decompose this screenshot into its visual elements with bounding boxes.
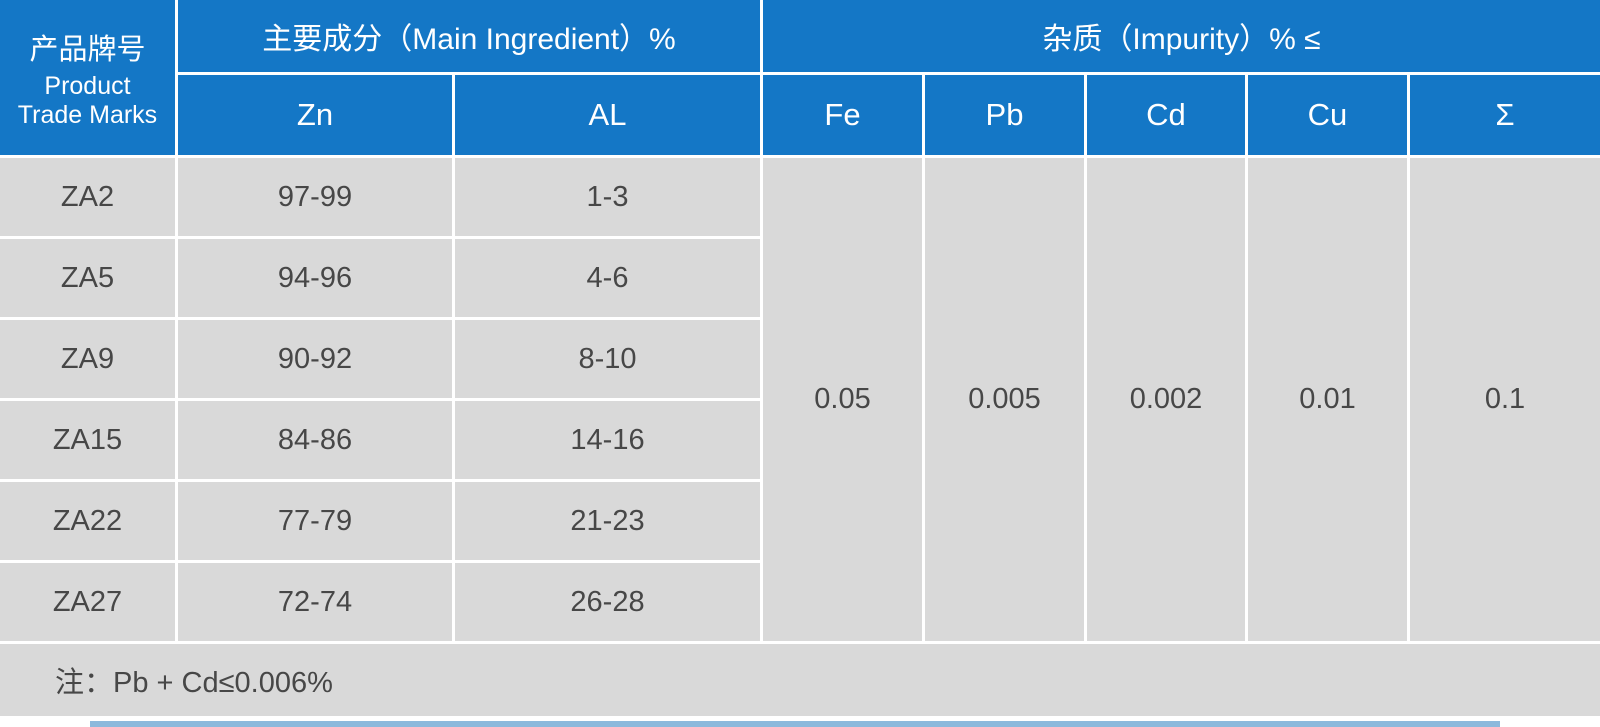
- col-header-fe: Fe: [763, 75, 922, 155]
- impurity-limit-sigma: 0.1: [1410, 158, 1600, 641]
- cell-zn-za2: 97-99: [178, 158, 452, 236]
- header-product-trade-marks: 产品牌号 Product Trade Marks: [0, 0, 175, 155]
- cell-al-za27: 26-28: [455, 563, 760, 641]
- header-main-ingredient-group: 主要成分（Main Ingredient）%: [178, 0, 760, 72]
- impurity-limit-pb: 0.005: [925, 158, 1084, 641]
- impurity-limit-fe: 0.05: [763, 158, 922, 641]
- cell-zn-za9: 90-92: [178, 320, 452, 398]
- header-product-zh: 产品牌号: [29, 33, 146, 66]
- header-product-en-line1: Product: [44, 71, 131, 100]
- header-product-en-line2: Trade Marks: [17, 100, 158, 129]
- col-header-cd: Cd: [1087, 75, 1245, 155]
- col-header-pb: Pb: [925, 75, 1084, 155]
- impurity-limit-cd: 0.002: [1087, 158, 1245, 641]
- row-label-za5: ZA5: [0, 239, 175, 317]
- row-label-za22: ZA22: [0, 482, 175, 560]
- cell-al-za15: 14-16: [455, 401, 760, 479]
- col-header-zn: Zn: [178, 75, 452, 155]
- col-header-cu: Cu: [1248, 75, 1407, 155]
- cell-zn-za27: 72-74: [178, 563, 452, 641]
- row-label-za9: ZA9: [0, 320, 175, 398]
- cell-zn-za5: 94-96: [178, 239, 452, 317]
- cell-zn-za22: 77-79: [178, 482, 452, 560]
- bottom-partial-blue-bar: [90, 721, 1500, 727]
- row-label-za15: ZA15: [0, 401, 175, 479]
- cell-al-za2: 1-3: [455, 158, 760, 236]
- row-label-za27: ZA27: [0, 563, 175, 641]
- col-header-al: AL: [455, 75, 760, 155]
- header-impurity-group: 杂质（Impurity）% ≤: [763, 0, 1600, 72]
- col-header-sigma: Σ: [1410, 75, 1600, 155]
- cell-al-za5: 4-6: [455, 239, 760, 317]
- row-label-za2: ZA2: [0, 158, 175, 236]
- cell-zn-za15: 84-86: [178, 401, 452, 479]
- impurity-limit-cu: 0.01: [1248, 158, 1407, 641]
- cell-al-za9: 8-10: [455, 320, 760, 398]
- cell-al-za22: 21-23: [455, 482, 760, 560]
- footnote: 注：Pb + Cd≤0.006%: [0, 644, 1600, 716]
